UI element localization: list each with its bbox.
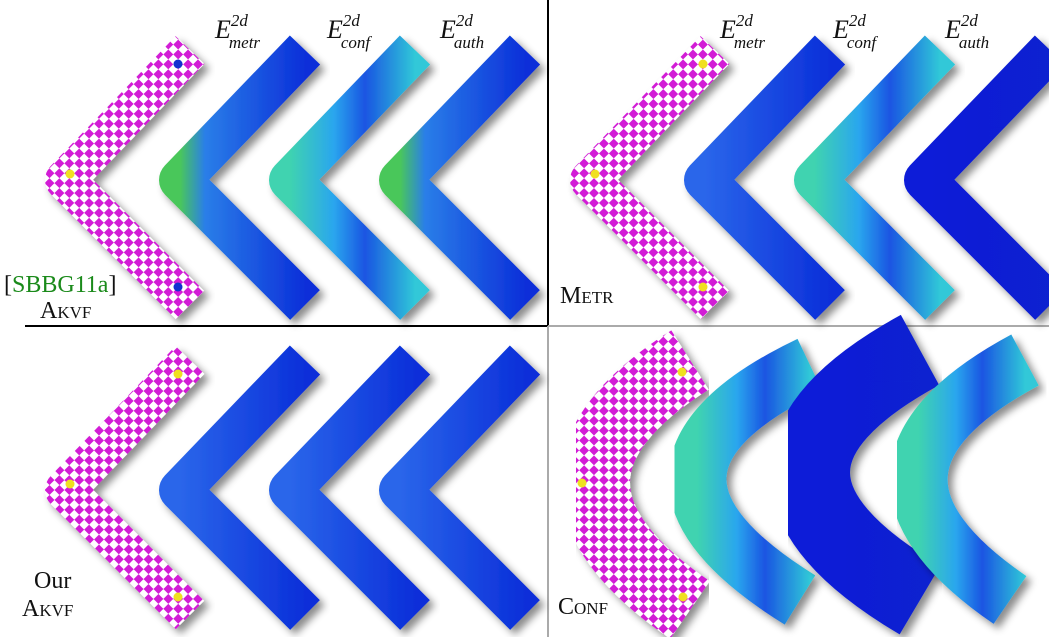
marker-dot — [174, 60, 183, 69]
strip — [400, 50, 525, 305]
method-label: Metr — [560, 283, 614, 309]
marker-dot — [174, 283, 183, 292]
header-sub: auth — [454, 33, 484, 52]
method-label: Our — [34, 568, 71, 594]
citation-key: SBBG11a — [12, 272, 109, 298]
marker-dot — [699, 60, 708, 69]
header-sub: metr — [734, 33, 766, 52]
marker-dot — [174, 370, 183, 379]
header-sup: 2d — [961, 11, 979, 30]
header-sup: 2d — [456, 11, 474, 30]
header-sup: 2d — [849, 11, 867, 30]
citation-bracket: [ — [4, 272, 12, 298]
citation-bracket: ] — [108, 272, 116, 298]
marker-dot — [174, 593, 183, 602]
marker-dot — [66, 480, 75, 489]
marker-dot — [66, 170, 75, 179]
header-sup: 2d — [343, 11, 361, 30]
header-sub: conf — [341, 33, 373, 52]
header-sup: 2d — [736, 11, 754, 30]
method-label: Akvf — [22, 596, 73, 622]
method-label: Conf — [558, 594, 608, 620]
marker-dot — [591, 170, 600, 179]
marker-dot — [699, 283, 708, 292]
marker-dot — [679, 593, 688, 602]
strip — [925, 50, 1049, 305]
citation: [SBBG11a] — [4, 272, 116, 298]
method-label: Akvf — [40, 298, 91, 324]
header-sub: auth — [959, 33, 989, 52]
marker-dot — [578, 479, 587, 488]
header-sub: metr — [229, 33, 261, 52]
header-sub: conf — [847, 33, 879, 52]
figure: E2dmetrE2dconfE2dauthE2dmetrE2dconfE2dau… — [0, 0, 1049, 637]
strip — [400, 360, 525, 615]
header-sup: 2d — [231, 11, 249, 30]
strip — [919, 360, 1025, 600]
marker-dot — [678, 368, 687, 377]
